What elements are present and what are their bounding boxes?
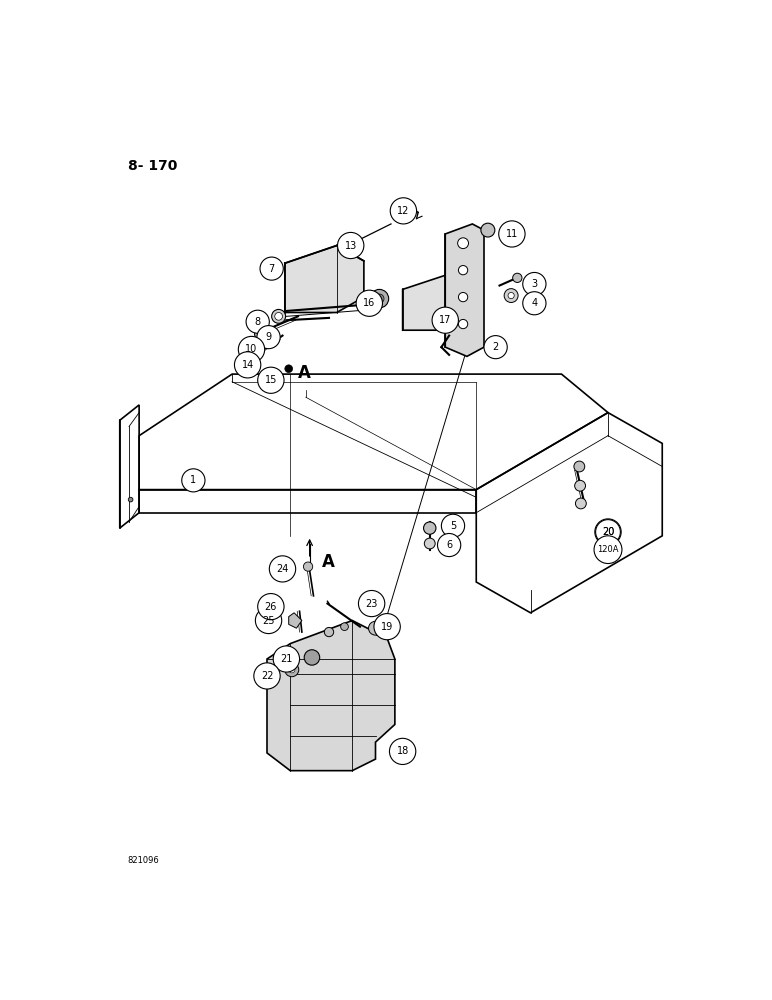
Polygon shape [445, 224, 484, 356]
Circle shape [258, 594, 284, 620]
Text: 11: 11 [506, 229, 518, 239]
Circle shape [374, 614, 401, 640]
Text: 8: 8 [255, 317, 261, 327]
Circle shape [523, 292, 546, 315]
Circle shape [337, 232, 364, 259]
Circle shape [499, 221, 525, 247]
Text: 3: 3 [531, 279, 537, 289]
Circle shape [523, 272, 546, 296]
Text: 13: 13 [344, 241, 357, 251]
Circle shape [389, 738, 416, 764]
Text: 9: 9 [266, 332, 272, 342]
Circle shape [390, 198, 417, 224]
Text: 7: 7 [269, 264, 275, 274]
Circle shape [246, 310, 269, 333]
Text: 20: 20 [602, 527, 615, 537]
Polygon shape [267, 620, 394, 771]
Circle shape [235, 352, 261, 378]
Circle shape [239, 336, 265, 363]
Circle shape [254, 663, 280, 689]
Text: 1: 1 [191, 475, 196, 485]
Circle shape [424, 522, 436, 534]
Text: 21: 21 [280, 654, 293, 664]
Circle shape [285, 365, 293, 373]
Circle shape [374, 294, 384, 303]
Text: 16: 16 [363, 298, 375, 308]
Text: 17: 17 [439, 315, 452, 325]
Circle shape [459, 292, 468, 302]
Text: 2: 2 [493, 342, 499, 352]
Circle shape [574, 480, 585, 491]
Circle shape [324, 627, 334, 637]
Text: 8- 170: 8- 170 [127, 158, 177, 172]
Circle shape [442, 514, 465, 537]
Text: 26: 26 [265, 602, 277, 612]
Text: 12: 12 [398, 206, 410, 216]
Text: A: A [322, 553, 335, 571]
Circle shape [128, 497, 133, 502]
Text: 6: 6 [446, 540, 452, 550]
Text: 120A: 120A [598, 545, 618, 554]
Text: 821096: 821096 [127, 856, 159, 865]
Text: 5: 5 [450, 521, 456, 531]
Text: 24: 24 [276, 564, 289, 574]
Circle shape [574, 461, 584, 472]
Circle shape [504, 289, 518, 302]
Circle shape [258, 367, 284, 393]
Text: 23: 23 [365, 599, 378, 609]
Circle shape [260, 257, 283, 280]
Circle shape [255, 328, 267, 340]
Circle shape [575, 498, 586, 509]
Circle shape [275, 312, 283, 320]
Circle shape [481, 223, 495, 237]
Circle shape [484, 336, 507, 359]
Circle shape [273, 646, 300, 672]
Circle shape [508, 292, 514, 299]
Text: 22: 22 [261, 671, 273, 681]
Circle shape [272, 309, 286, 323]
Circle shape [358, 590, 384, 617]
Text: 14: 14 [242, 360, 254, 370]
Circle shape [458, 238, 469, 249]
Polygon shape [403, 274, 469, 330]
Circle shape [368, 621, 382, 635]
Polygon shape [289, 613, 302, 628]
Text: 25: 25 [262, 615, 275, 626]
Circle shape [269, 556, 296, 582]
Circle shape [596, 520, 621, 544]
Text: 4: 4 [531, 298, 537, 308]
Circle shape [303, 562, 313, 571]
Circle shape [285, 663, 299, 677]
Text: 10: 10 [245, 344, 258, 354]
Circle shape [304, 650, 320, 665]
Circle shape [256, 607, 282, 634]
Circle shape [370, 289, 388, 308]
Circle shape [356, 290, 382, 316]
Text: A: A [298, 364, 310, 382]
Circle shape [513, 273, 522, 282]
Text: 20: 20 [602, 527, 615, 537]
Text: 18: 18 [397, 746, 408, 756]
Circle shape [432, 307, 459, 333]
Circle shape [289, 667, 295, 673]
Text: 19: 19 [381, 622, 393, 632]
Polygon shape [285, 246, 364, 312]
Circle shape [257, 326, 280, 349]
Circle shape [181, 469, 205, 492]
Circle shape [459, 319, 468, 329]
Circle shape [425, 538, 435, 549]
Circle shape [340, 623, 348, 631]
Circle shape [459, 266, 468, 275]
Circle shape [594, 519, 621, 545]
Text: 15: 15 [265, 375, 277, 385]
Circle shape [438, 533, 461, 557]
Circle shape [594, 536, 622, 564]
